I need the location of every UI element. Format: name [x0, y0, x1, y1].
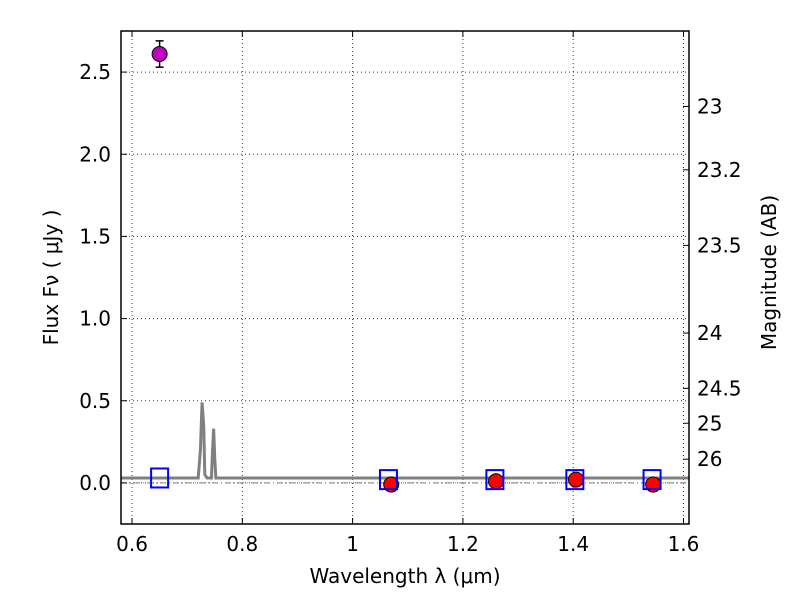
- data-point-square: [565, 469, 585, 491]
- x-tick-label: 1.4: [557, 532, 589, 556]
- y2-tick-label: 26: [697, 447, 722, 471]
- y-tick-label: 1.0: [79, 307, 111, 331]
- data-point-square: [485, 469, 505, 491]
- y2-tick-label: 23.5: [697, 233, 742, 257]
- data-point-circle: [487, 473, 504, 490]
- data-point-square: [378, 469, 398, 491]
- y2-axis-label: Magnitude (AB): [757, 195, 781, 350]
- data-point-circle: [151, 46, 168, 63]
- x-tick-label: 0.6: [116, 532, 148, 556]
- y-tick-label: 2.5: [79, 60, 111, 84]
- y2-tick-label: 23: [697, 94, 722, 118]
- x-axis-label: Wavelength λ (μm): [309, 564, 500, 588]
- model-spectrum-line: [121, 402, 689, 480]
- plot-frame: [120, 30, 690, 525]
- x-tick-label: 0.8: [226, 532, 258, 556]
- y2-tick-label: 24.5: [697, 376, 742, 400]
- data-point-square: [642, 469, 662, 491]
- x-tick-label: 1.6: [668, 532, 700, 556]
- x-tick-label: 1: [346, 532, 359, 556]
- y-tick-label: 0.5: [79, 389, 111, 413]
- y-tick-label: 1.5: [79, 224, 111, 248]
- y2-tick-label: 23.2: [697, 158, 742, 182]
- y2-tick-label: 25: [697, 411, 722, 435]
- data-point-circle: [567, 471, 584, 488]
- x-tick-label: 1.2: [447, 532, 479, 556]
- y-tick-label: 0.0: [79, 471, 111, 495]
- data-point-square: [150, 467, 170, 489]
- y2-tick-label: 24: [697, 321, 722, 345]
- y-axis-label: Flux Fν ( μJy ): [39, 210, 63, 346]
- y-tick-label: 2.0: [79, 142, 111, 166]
